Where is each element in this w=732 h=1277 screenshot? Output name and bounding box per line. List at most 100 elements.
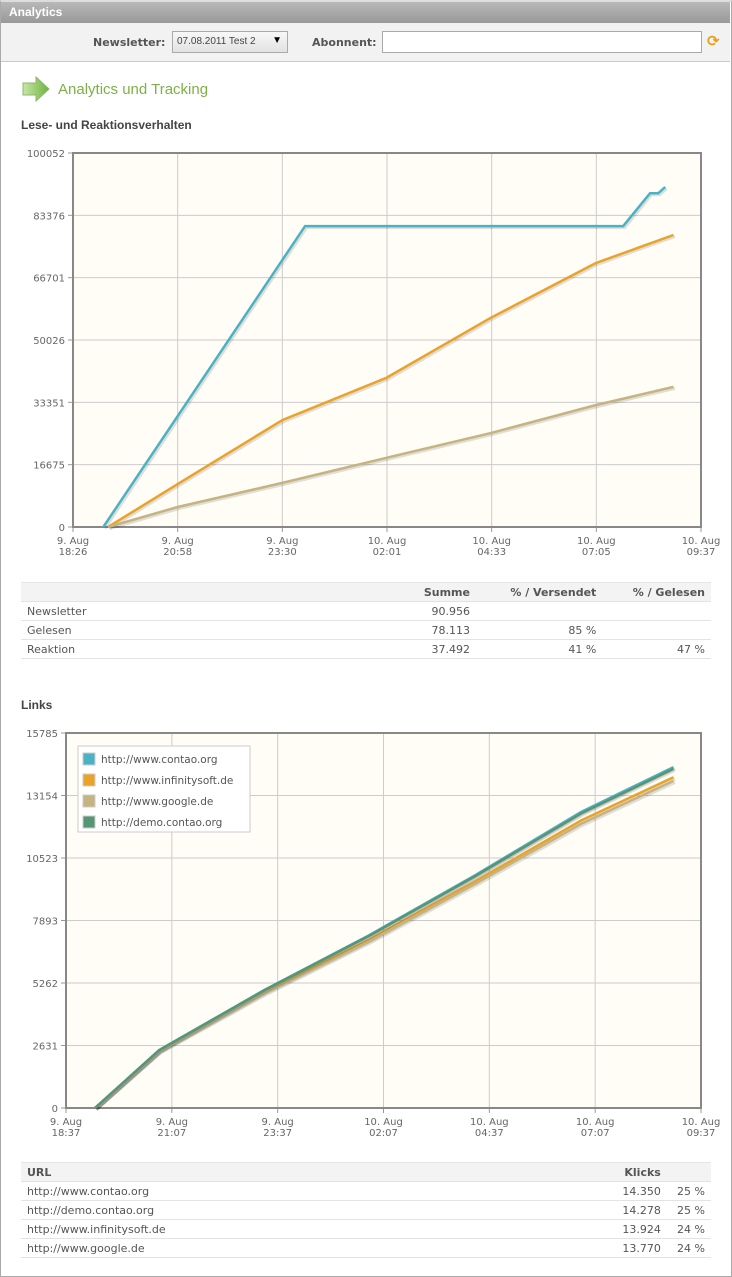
- x-tick-label: 02:01: [373, 547, 402, 558]
- refresh-icon[interactable]: ⟳: [707, 32, 720, 50]
- chart-legend: http://www.contao.org http://www.infinity…: [77, 745, 251, 833]
- x-tick-label: 09:37: [687, 1128, 716, 1139]
- newsletter-label: Newsletter:: [93, 36, 166, 49]
- col-header-read: % / Gelesen: [602, 582, 711, 602]
- x-tick-label: 18:37: [52, 1128, 81, 1139]
- newsletter-select-value: 07.08.2011 Test 2: [177, 36, 256, 47]
- newsletter-select[interactable]: 07.08.2011 Test 2 ▼: [172, 31, 288, 53]
- col-header-sum: Summe: [401, 582, 476, 602]
- y-tick-label: 15785: [26, 729, 58, 740]
- x-tick-label: 9. Aug: [262, 1117, 294, 1128]
- y-tick-label: 50026: [33, 336, 65, 347]
- x-tick-label: 21:07: [157, 1128, 186, 1139]
- y-tick-label: 13154: [26, 792, 58, 803]
- y-tick-label: 16675: [33, 461, 65, 472]
- plot-border: [72, 152, 702, 528]
- x-tick-label: 09:37: [687, 547, 716, 558]
- cell: 78.113: [401, 620, 476, 640]
- x-tick-label: 04:33: [477, 547, 506, 558]
- x-tick-label: 9. Aug: [156, 1117, 188, 1128]
- series-shadow: [95, 781, 676, 1111]
- dropdown-arrow-icon: ▼: [272, 35, 282, 46]
- subscriber-label: Abonnent:: [312, 36, 377, 49]
- legend-box: [77, 745, 251, 833]
- series-line-reaktion: [107, 385, 674, 529]
- table-row: http://demo.contao.org 14.278 25 %: [21, 1200, 711, 1220]
- window-title: Analytics: [1, 2, 730, 23]
- page-heading: Analytics und Tracking: [22, 76, 208, 102]
- y-tick-label: 33351: [33, 398, 65, 409]
- cell: 24 %: [666, 1238, 711, 1258]
- col-header-url: URL: [21, 1162, 611, 1182]
- x-tick-label: 10. Aug: [470, 1117, 509, 1128]
- cell: Gelesen: [21, 620, 401, 640]
- page-heading-text: Analytics und Tracking: [58, 80, 209, 98]
- x-tick-label: 9. Aug: [162, 536, 194, 547]
- legend-swatch: [82, 794, 96, 808]
- x-tick-label: 10. Aug: [682, 1117, 721, 1128]
- cell: Newsletter: [21, 601, 401, 621]
- x-tick-label: 10. Aug: [368, 536, 407, 547]
- cell: http://www.infinitysoft.de: [21, 1219, 611, 1239]
- y-tick-label: 83376: [33, 211, 65, 222]
- cell: 13.924: [611, 1219, 667, 1239]
- x-tick-label: 9. Aug: [50, 1117, 82, 1128]
- cell: [602, 601, 711, 621]
- table-row: Gelesen 78.113 85 %: [21, 620, 711, 640]
- cell: 25 %: [666, 1181, 711, 1201]
- series-shadow: [95, 768, 676, 1111]
- cell: 85 %: [475, 620, 603, 640]
- y-tick-label: 2631: [33, 1042, 58, 1053]
- table-row: Reaktion 37.492 41 % 47 %: [21, 639, 711, 659]
- x-tick-label: 9. Aug: [57, 536, 89, 547]
- series-shadow: [109, 386, 676, 530]
- plot-border: [65, 732, 702, 1109]
- cell: 14.278: [611, 1200, 667, 1220]
- cell: 25 %: [666, 1200, 711, 1220]
- x-tick-label: 07:07: [581, 1128, 610, 1139]
- legend-label: http://www.google.de: [101, 796, 213, 808]
- x-tick-label: 10. Aug: [577, 536, 616, 547]
- subscriber-input[interactable]: [382, 31, 702, 53]
- arrow-right-icon: [22, 76, 50, 102]
- filter-bar: Newsletter: 07.08.2011 Test 2 ▼ Abonnent:…: [1, 23, 730, 62]
- series-shadow: [103, 187, 668, 530]
- cell: 13.770: [611, 1238, 667, 1258]
- series-shadow: [108, 235, 676, 530]
- cell: 14.350: [611, 1181, 667, 1201]
- legend-label: http://www.contao.org: [101, 754, 218, 766]
- links-table: URL Klicks http://www.contao.org 14.350 25…: [21, 1162, 711, 1258]
- col-header-sent: % / Versendet: [475, 582, 603, 602]
- x-tick-label: 07:05: [582, 547, 611, 558]
- x-tick-label: 23:30: [268, 547, 297, 558]
- y-tick-label: 10523: [26, 854, 58, 865]
- reading-table: Summe % / Versendet % / Gelesen Newslett…: [21, 582, 711, 659]
- x-tick-label: 23:37: [263, 1128, 292, 1139]
- legend-swatch: [82, 752, 96, 766]
- cell: 37.492: [401, 639, 476, 659]
- cell: http://demo.contao.org: [21, 1200, 611, 1220]
- table-row: http://www.infinitysoft.de 13.924 24 %: [21, 1219, 711, 1239]
- cell: 90.956: [401, 601, 476, 621]
- table-row: http://www.google.de 13.770 24 %: [21, 1238, 711, 1258]
- x-tick-label: 10. Aug: [576, 1117, 615, 1128]
- y-tick-label: 5262: [33, 979, 58, 990]
- legend-label: http://www.infinitysoft.de: [101, 775, 233, 787]
- series-line-newsletter: [102, 186, 667, 528]
- table-header-row: URL Klicks: [21, 1162, 711, 1182]
- section-title-reading: Lese- und Reaktionsverhalten: [21, 118, 192, 132]
- x-tick-label: 20:58: [163, 547, 192, 558]
- col-header-percent: [666, 1162, 711, 1182]
- cell: http://www.contao.org: [21, 1181, 611, 1201]
- col-header-clicks: Klicks: [611, 1162, 667, 1182]
- x-tick-label: 9. Aug: [266, 536, 298, 547]
- cell: [602, 620, 711, 640]
- x-tick-label: 04:37: [475, 1128, 504, 1139]
- x-tick-label: 02:07: [369, 1128, 398, 1139]
- y-tick-label: 100052: [27, 149, 65, 160]
- series-line-gelesen: [107, 233, 674, 529]
- x-tick-label: 10. Aug: [472, 536, 511, 547]
- x-tick-label: 10. Aug: [364, 1117, 403, 1128]
